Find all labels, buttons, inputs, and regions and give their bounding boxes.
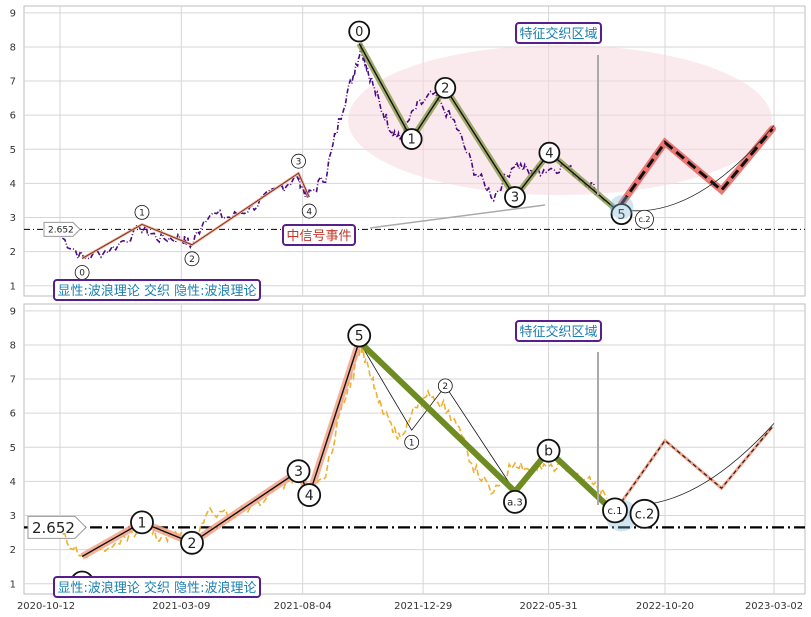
main-wave-label-2: 2	[441, 82, 449, 97]
xtick-label: 2022-10-20	[636, 601, 694, 612]
support-label-arrow	[43, 221, 81, 237]
bottom-ytick-label: 6	[10, 409, 16, 420]
early-wave-line	[81, 172, 310, 259]
xtick-label: 2023-03-02	[745, 601, 803, 612]
top-ytick-label: 1	[10, 281, 16, 292]
legend-text-bottom: 显性:波浪理论 交织 隐性:波浪理论	[57, 580, 256, 596]
main-wave-label-4: 4	[545, 146, 553, 161]
top-ytick-label: 3	[10, 213, 16, 224]
impulse-label-5-circle	[347, 323, 372, 348]
xtick-label: 2021-12-29	[394, 601, 452, 612]
bottom-ytick-label: 9	[10, 306, 16, 317]
top-ytick-label: 4	[10, 179, 16, 190]
top-ytick-label: 2	[10, 247, 16, 258]
main-wave-label-0: 0	[355, 25, 363, 40]
legend-text-box	[53, 279, 261, 301]
projection-line-bottom	[621, 426, 773, 503]
top-panel: 1 2 3 4 5 6 7 8 9 2.652 0 1 2 3 4 0 1 2 3 4 5 c.2 特征交织区域中信号事件显…	[10, 5, 806, 301]
bottom-ytick-label: 5	[10, 443, 16, 454]
early-wave-label-1-circle	[134, 204, 150, 220]
label-c2-circle	[635, 209, 654, 229]
early-wave-label-1: 1	[139, 209, 145, 219]
top-ytick-label: 9	[10, 8, 16, 19]
minor-label-1-circle	[404, 434, 420, 450]
impulse-label-3-circle	[286, 459, 311, 484]
main-wave-label-0-circle	[348, 20, 371, 43]
main-wave-label-5: 5	[617, 208, 625, 223]
bottom-ytick-label: 4	[10, 477, 16, 488]
correction-label-c1: c.1	[607, 506, 622, 517]
bottom-ytick-label: 1	[10, 579, 16, 590]
highlight-blob	[609, 195, 634, 220]
xtick-label: 2022-05-31	[520, 601, 578, 612]
correction-label-b: b	[544, 444, 553, 460]
legend-text: 显性:波浪理论 交织 隐性:波浪理论	[57, 283, 256, 299]
correction-label-a3-circle	[503, 489, 527, 514]
top-ytick-label: 5	[10, 145, 16, 156]
projection-line	[620, 127, 774, 205]
impulse-label-4: 4	[305, 488, 314, 504]
impulse-label-2: 2	[188, 536, 197, 552]
impulse-label-2-circle	[180, 530, 204, 555]
bottom-ytick-label: 8	[10, 340, 16, 351]
label-c2: c.2	[638, 215, 650, 224]
early-wave-label-4: 4	[306, 207, 312, 217]
bottom-panel: 1234567892.65201234512ba.3c.1c.2特征交织区域显性…	[10, 303, 806, 612]
correction-label-c2: c.2	[635, 508, 655, 523]
correction-label-a3: a.3	[507, 497, 523, 508]
xtick-label: 2021-08-04	[274, 601, 332, 612]
main-wave-line	[358, 43, 622, 215]
early-wave-label-3-circle	[291, 153, 306, 169]
impulse-label-3: 3	[294, 464, 303, 480]
impulse-label-1: 1	[138, 515, 147, 531]
early-wave-label-2-circle	[184, 251, 200, 267]
correction-label-c2-circle	[629, 498, 660, 529]
feature-zone-label-bottom: 特征交织区域	[519, 324, 597, 340]
support-label-bottom-arrow	[27, 515, 87, 539]
top-ytick-label: 8	[10, 42, 16, 53]
support-label-bottom: 2.652	[32, 519, 75, 537]
impulse-label-5: 5	[355, 329, 364, 345]
main-wave-label-3: 3	[511, 191, 519, 206]
legend-text-bottom-box	[53, 576, 261, 598]
bottom-ytick-label: 3	[10, 511, 16, 522]
correction-label-b-circle	[536, 438, 561, 463]
feature-zone-label: 特征交织区域	[519, 26, 597, 42]
early-wave-label-2: 2	[189, 255, 195, 265]
correction-label-c1-circle	[602, 497, 628, 524]
minor-label-2: 2	[442, 382, 448, 392]
support-label: 2.652	[48, 226, 74, 236]
main-wave-label-4-circle	[538, 141, 561, 164]
impulse-label-4-circle	[297, 483, 322, 507]
main-wave-label-1: 1	[408, 133, 416, 148]
bottom-ytick-label: 7	[10, 375, 16, 386]
signal-pointer	[369, 204, 546, 229]
bottom-ytick-label: 2	[10, 545, 16, 556]
early-wave-label-4-circle	[301, 203, 317, 219]
main-wave-label-3-circle	[504, 186, 526, 208]
minor-label-1: 1	[409, 438, 415, 448]
top-ytick-label: 7	[10, 77, 16, 88]
xtick-label: 2020-10-12	[17, 601, 75, 612]
feature-zone-label-box	[515, 22, 602, 44]
feature-zone-label-bottom-box	[515, 320, 602, 342]
minor-label-2-circle	[437, 378, 453, 394]
main-wave-label-5-circle	[610, 203, 633, 226]
mid-signal-label-box	[282, 224, 356, 246]
xtick-label: 2021-03-09	[152, 601, 210, 612]
mid-signal-label: 中信号事件	[286, 229, 351, 244]
early-wave-label-3: 3	[296, 157, 302, 167]
main-wave-label-2-circle	[434, 76, 457, 99]
projection-arc	[632, 125, 775, 212]
impulse-label-1-circle	[130, 510, 154, 535]
early-wave-label-0: 0	[79, 269, 85, 279]
correction-wave-band	[356, 338, 625, 522]
main-wave-label-1-circle	[400, 128, 423, 150]
top-ytick-label: 6	[10, 111, 16, 122]
